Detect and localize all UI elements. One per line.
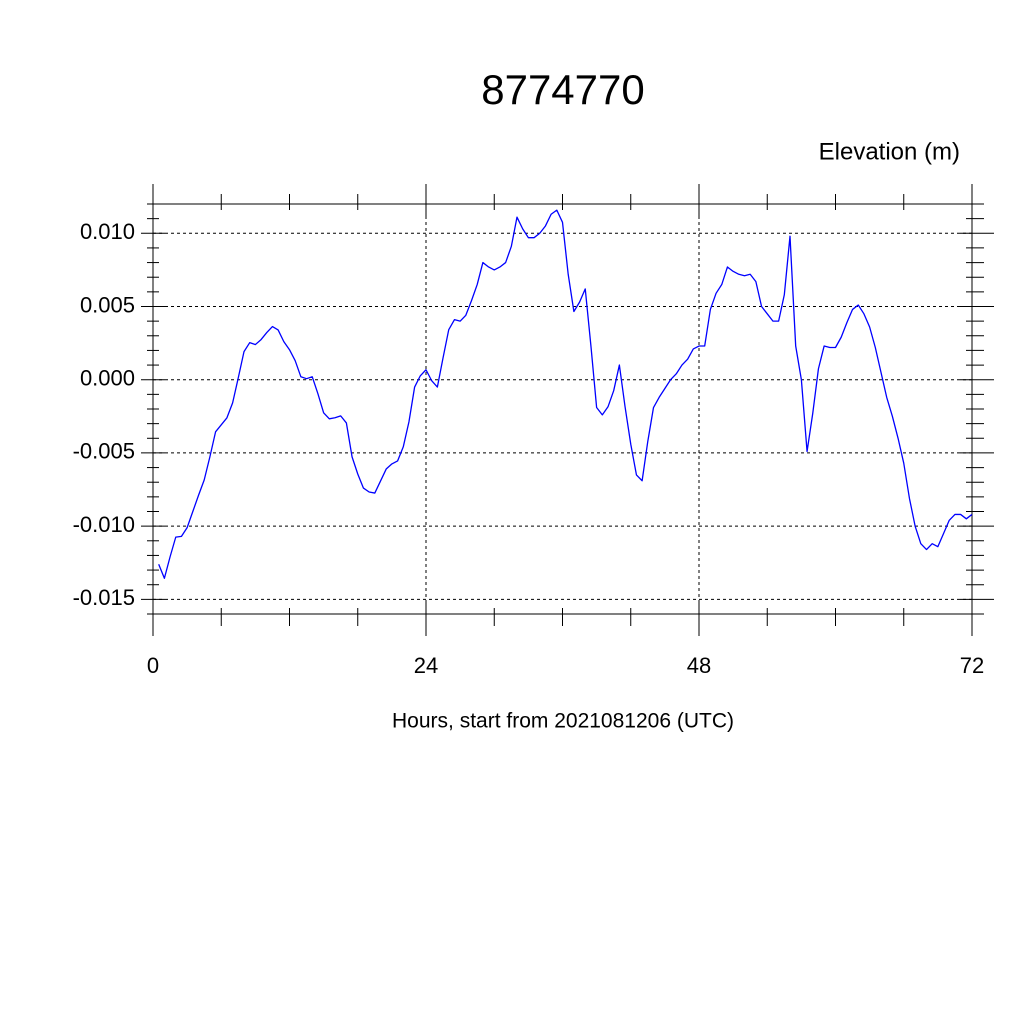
x-tick-label: 72 (960, 653, 984, 678)
y-tick-label: 0.005 (80, 292, 135, 317)
data-line (158, 209, 973, 579)
y-tick-label: -0.005 (73, 439, 135, 464)
plot-frame (152, 203, 973, 615)
y-tick-label: 0.010 (80, 219, 135, 244)
chart-title: 8774770 (481, 66, 645, 113)
y-tick-label: -0.010 (73, 512, 135, 537)
x-tick-label: 24 (414, 653, 438, 678)
x-tick-label: 48 (687, 653, 711, 678)
x-axis-label: Hours, start from 2021081206 (UTC) (392, 710, 734, 733)
y-axis-label: Elevation (m) (819, 138, 960, 165)
y-tick-label: -0.015 (73, 585, 135, 610)
x-tick-label: 0 (147, 653, 159, 678)
y-tick-label: 0.000 (80, 366, 135, 391)
